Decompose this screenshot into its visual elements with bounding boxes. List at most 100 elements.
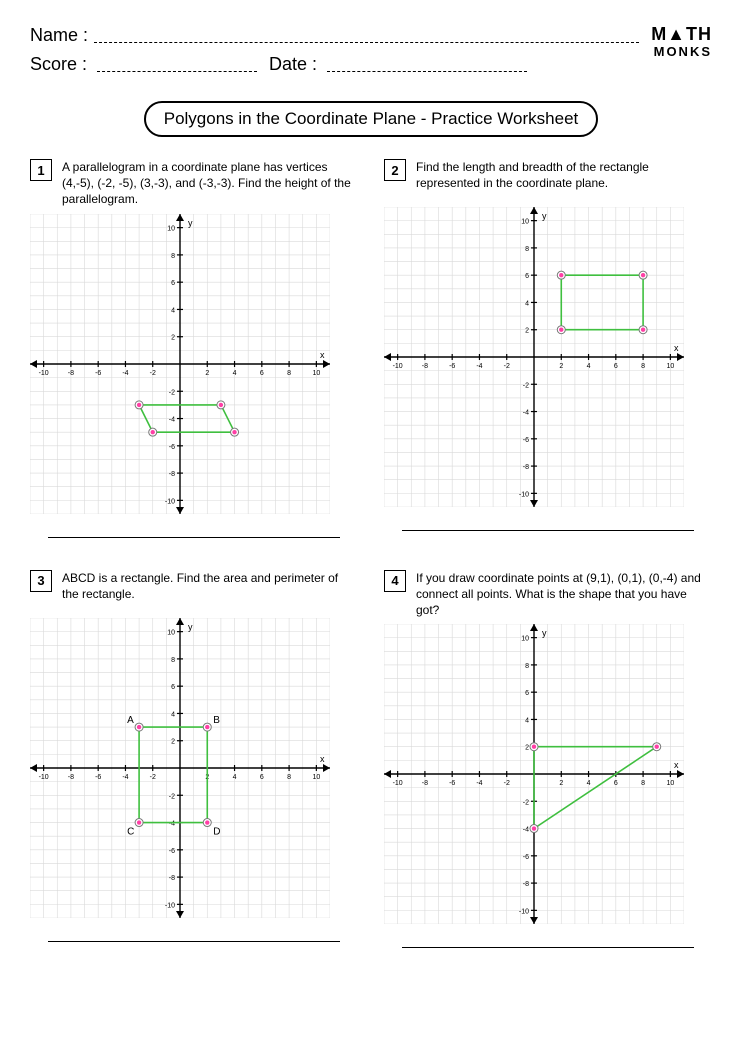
svg-text:-6: -6 — [449, 363, 455, 370]
svg-text:8: 8 — [287, 370, 291, 377]
question-header: 3 ABCD is a rectangle. Find the area and… — [30, 570, 358, 612]
svg-text:-10: -10 — [519, 908, 529, 915]
svg-text:6: 6 — [614, 780, 618, 787]
question-number: 1 — [30, 159, 52, 181]
svg-text:-6: -6 — [95, 370, 101, 377]
problem-1: 1 A parallelogram in a coordinate plane … — [30, 159, 358, 548]
svg-text:-4: -4 — [476, 363, 482, 370]
problem-2: 2 Find the length and breadth of the rec… — [384, 159, 712, 548]
svg-text:-10: -10 — [393, 780, 403, 787]
question-number: 2 — [384, 159, 406, 181]
svg-text:2: 2 — [205, 370, 209, 377]
svg-text:-2: -2 — [150, 774, 156, 781]
svg-text:y: y — [188, 218, 193, 228]
question-header: 1 A parallelogram in a coordinate plane … — [30, 159, 358, 208]
svg-text:x: x — [674, 343, 679, 353]
svg-text:4: 4 — [171, 711, 175, 718]
svg-text:8: 8 — [287, 774, 291, 781]
svg-text:x: x — [320, 754, 325, 764]
worksheet-title: Polygons in the Coordinate Plane - Pract… — [144, 101, 599, 137]
svg-text:A: A — [127, 715, 134, 726]
svg-text:6: 6 — [260, 370, 264, 377]
date-label: Date : — [269, 54, 317, 75]
svg-text:2: 2 — [525, 328, 529, 335]
svg-text:x: x — [320, 350, 325, 360]
svg-text:-4: -4 — [169, 820, 175, 827]
coordinate-plane: -10-10-8-8-6-6-4-4-2-2224466881010yx — [384, 207, 684, 507]
svg-text:8: 8 — [171, 252, 175, 259]
svg-text:-6: -6 — [449, 780, 455, 787]
svg-text:y: y — [542, 211, 547, 221]
svg-text:-2: -2 — [504, 363, 510, 370]
svg-text:-10: -10 — [39, 370, 49, 377]
svg-text:6: 6 — [525, 690, 529, 697]
svg-text:6: 6 — [614, 363, 618, 370]
svg-text:y: y — [188, 622, 193, 632]
svg-text:-2: -2 — [523, 799, 529, 806]
svg-text:-8: -8 — [169, 875, 175, 882]
question-header: 4 If you draw coordinate points at (9,1)… — [384, 570, 712, 619]
svg-text:4: 4 — [587, 780, 591, 787]
problem-3: 3 ABCD is a rectangle. Find the area and… — [30, 570, 358, 959]
svg-text:6: 6 — [171, 280, 175, 287]
answer-blank[interactable] — [48, 528, 340, 538]
svg-text:-8: -8 — [68, 774, 74, 781]
svg-text:-6: -6 — [523, 854, 529, 861]
svg-text:10: 10 — [312, 370, 320, 377]
svg-text:C: C — [127, 826, 134, 837]
svg-text:10: 10 — [167, 629, 175, 636]
answer-blank[interactable] — [402, 938, 694, 948]
svg-text:10: 10 — [666, 780, 674, 787]
svg-text:-6: -6 — [523, 437, 529, 444]
svg-text:4: 4 — [587, 363, 591, 370]
svg-text:4: 4 — [525, 300, 529, 307]
svg-text:-8: -8 — [523, 464, 529, 471]
svg-text:6: 6 — [525, 273, 529, 280]
svg-text:-6: -6 — [169, 443, 175, 450]
question-number: 4 — [384, 570, 406, 592]
svg-text:-2: -2 — [150, 370, 156, 377]
svg-text:-4: -4 — [523, 410, 529, 417]
svg-text:-10: -10 — [165, 498, 175, 505]
svg-text:2: 2 — [525, 745, 529, 752]
score-blank[interactable] — [97, 58, 257, 72]
svg-text:-2: -2 — [504, 780, 510, 787]
coordinate-plane: -10-10-8-8-6-6-4-4-2-2224466881010yx — [30, 214, 330, 514]
svg-text:2: 2 — [171, 738, 175, 745]
svg-text:8: 8 — [525, 663, 529, 670]
svg-text:4: 4 — [171, 307, 175, 314]
svg-text:-6: -6 — [95, 774, 101, 781]
svg-text:-4: -4 — [523, 827, 529, 834]
name-blank[interactable] — [94, 29, 639, 43]
coordinate-plane: -10-10-8-8-6-6-4-4-2-2224466881010yxABCD — [30, 618, 330, 918]
svg-text:10: 10 — [312, 774, 320, 781]
svg-text:-4: -4 — [122, 370, 128, 377]
svg-text:-4: -4 — [122, 774, 128, 781]
svg-text:10: 10 — [167, 225, 175, 232]
problem-4: 4 If you draw coordinate points at (9,1)… — [384, 570, 712, 959]
svg-text:-4: -4 — [476, 780, 482, 787]
svg-text:2: 2 — [559, 363, 563, 370]
svg-text:-8: -8 — [169, 471, 175, 478]
question-text: A parallelogram in a coordinate plane ha… — [62, 159, 358, 208]
svg-text:8: 8 — [525, 246, 529, 253]
answer-blank[interactable] — [402, 521, 694, 531]
svg-text:-10: -10 — [519, 491, 529, 498]
svg-text:-8: -8 — [68, 370, 74, 377]
name-row: Name : — [30, 25, 639, 46]
svg-text:y: y — [542, 628, 547, 638]
svg-text:-4: -4 — [169, 416, 175, 423]
date-blank[interactable] — [327, 58, 527, 72]
svg-text:4: 4 — [525, 718, 529, 725]
svg-text:-10: -10 — [165, 902, 175, 909]
question-number: 3 — [30, 570, 52, 592]
svg-text:8: 8 — [171, 656, 175, 663]
svg-text:4: 4 — [233, 370, 237, 377]
svg-text:-8: -8 — [422, 363, 428, 370]
question-header: 2 Find the length and breadth of the rec… — [384, 159, 712, 201]
answer-blank[interactable] — [48, 932, 340, 942]
logo-bottom: MONKS — [651, 45, 712, 59]
svg-text:-2: -2 — [523, 382, 529, 389]
svg-text:D: D — [213, 826, 220, 837]
svg-text:10: 10 — [666, 363, 674, 370]
